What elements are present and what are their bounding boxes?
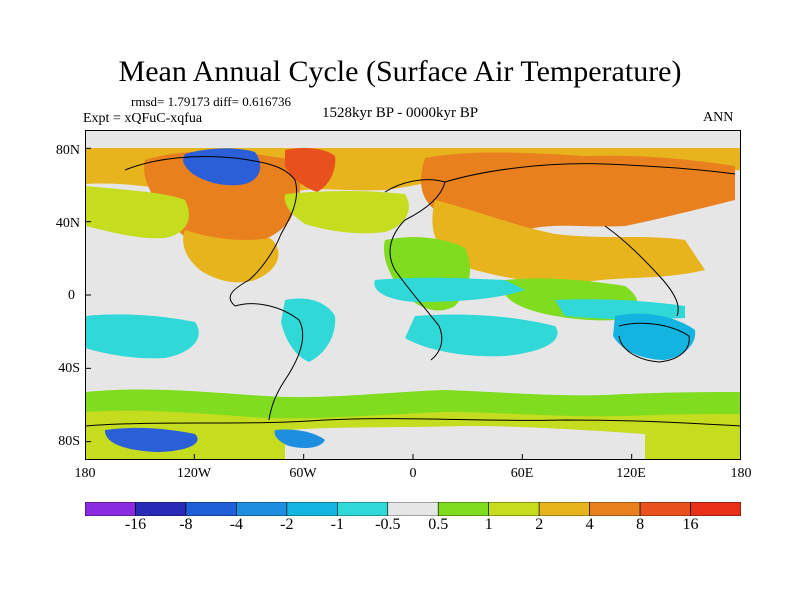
colorbar-swatch — [589, 502, 641, 516]
coast-asia — [444, 163, 736, 317]
south-atlantic-cyan — [405, 314, 558, 357]
temperature-map — [85, 130, 741, 460]
x-tick-180e: 180 — [730, 466, 752, 481]
antarctica-cyan — [274, 429, 325, 448]
colorbar-label: -1 — [330, 516, 344, 533]
colorbar-swatch — [85, 502, 136, 516]
coast-australia — [618, 322, 690, 363]
colorbar-label: -0.5 — [375, 516, 401, 533]
south-pacific-cyan — [85, 314, 199, 359]
colorbar-swatch — [185, 502, 237, 516]
antarctica-cold — [105, 427, 198, 452]
season-label: ANN — [703, 110, 734, 125]
australia-cyan — [613, 313, 696, 360]
y-tick-80s: 80S — [58, 434, 80, 449]
colorbar-label: 4 — [585, 516, 594, 533]
chart-title: Mean Annual Cycle (Surface Air Temperatu… — [118, 55, 682, 88]
colorbar-label: -2 — [280, 516, 294, 533]
stats-text: rmsd= 1.79173 diff= 0.616736 — [131, 94, 291, 109]
map-ticks — [85, 147, 741, 460]
colorbar-swatch — [488, 502, 540, 516]
coastlines — [85, 156, 741, 427]
x-tick-180w: 180 — [74, 466, 96, 481]
colorbar-swatch — [437, 502, 489, 516]
greenland-warm — [285, 148, 336, 192]
north-america-orange — [183, 230, 279, 283]
north-atlantic-green — [284, 191, 409, 234]
canada-cold — [183, 148, 261, 186]
experiment-label: Expt = xQFuC-xqfua — [83, 111, 203, 126]
coast-antarctica — [85, 418, 741, 427]
colorbar-label: 8 — [636, 516, 645, 533]
tropical-atlantic-cyan — [374, 277, 525, 302]
colorbar-swatch — [286, 502, 338, 516]
coast-south-america — [234, 303, 304, 421]
x-tick-0: 0 — [409, 466, 417, 481]
colorbar-swatch — [236, 502, 288, 516]
colorbar — [85, 502, 741, 516]
south-america-cyan — [281, 298, 336, 362]
coast-europe-africa — [384, 179, 446, 361]
indian-ocean-cyan — [555, 299, 685, 320]
y-tick-0: 0 — [68, 288, 75, 303]
x-tick-120w: 120W — [176, 466, 212, 481]
colorbar-label: 16 — [682, 516, 699, 533]
y-tick-40s: 40S — [58, 361, 80, 376]
colorbar-label: 0.5 — [428, 516, 449, 533]
colorbar-swatch — [690, 502, 741, 516]
colorbar-label: -16 — [124, 516, 147, 533]
colorbar-swatch — [639, 502, 691, 516]
colorbar-label: 1 — [484, 516, 493, 533]
colorbar-label: -8 — [179, 516, 193, 533]
x-tick-120e: 120E — [616, 466, 646, 481]
colorbar-swatch — [538, 502, 590, 516]
eurasia-warm — [421, 152, 735, 232]
eurasia-orange — [432, 200, 705, 284]
north-pacific-green — [85, 186, 189, 239]
colorbar-label: 2 — [535, 516, 544, 533]
colorbar-label: -4 — [229, 516, 244, 533]
y-tick-80n: 80N — [55, 143, 80, 158]
coast-north-america — [124, 156, 297, 307]
colorbar-swatch — [387, 502, 439, 516]
colorbar-swatch — [337, 502, 389, 516]
x-tick-60w: 60W — [289, 466, 317, 481]
antarctica-neutral — [285, 426, 645, 460]
x-tick-60e: 60E — [510, 466, 534, 481]
colorbar-swatch — [135, 502, 187, 516]
period-label: 1528kyr BP - 0000kyr BP — [322, 105, 479, 121]
y-tick-40n: 40N — [55, 216, 80, 231]
